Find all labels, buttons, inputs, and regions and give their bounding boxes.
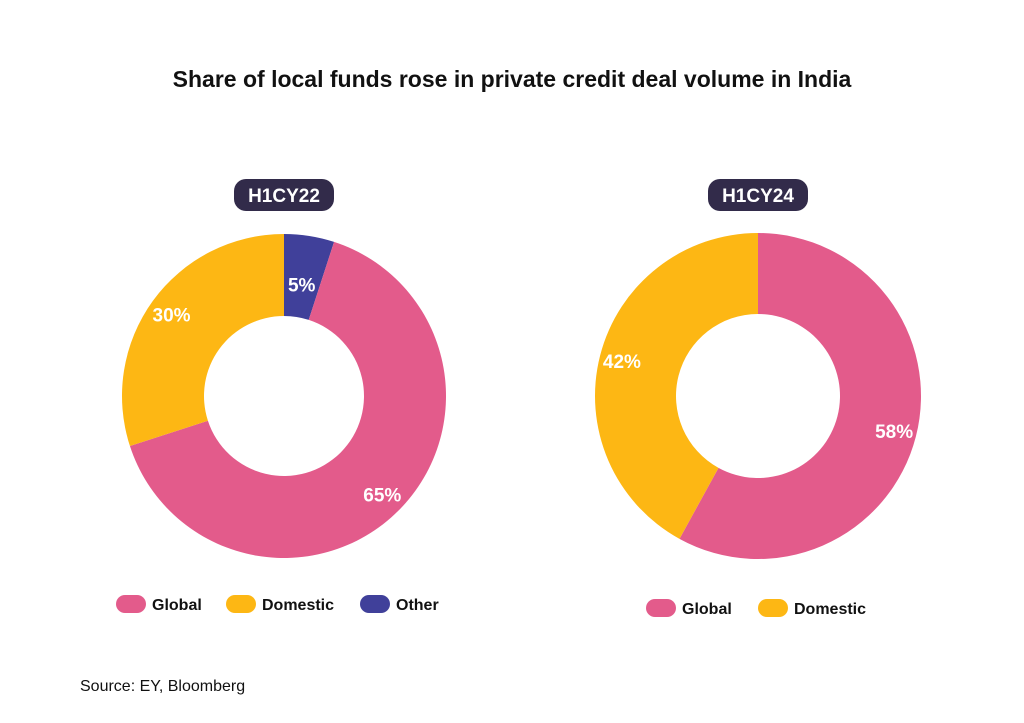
- chart-title: Share of local funds rose in private cre…: [172, 66, 852, 92]
- legend-label: Domestic: [262, 597, 334, 614]
- slice-label-domestic: 42%: [603, 352, 641, 373]
- slice-domestic: [121, 234, 284, 447]
- slice-global: [679, 233, 921, 559]
- legend-item-global: Global: [646, 599, 732, 618]
- period-label: H1CY24: [722, 186, 794, 207]
- legend-label: Domestic: [794, 601, 866, 618]
- period-pill: [708, 179, 808, 211]
- slice-global: [129, 241, 447, 559]
- period-label: H1CY22: [248, 186, 320, 207]
- legend-label: Global: [682, 601, 732, 618]
- slice-label-domestic: 30%: [153, 305, 191, 326]
- slice-other: [284, 234, 335, 320]
- legend-item-global: Global: [116, 595, 202, 614]
- legend-label: Other: [396, 597, 439, 614]
- legend-label: Global: [152, 597, 202, 614]
- slice-label-global: 58%: [875, 422, 913, 443]
- slice-domestic: [594, 233, 758, 539]
- donut-chart-h1cy22: H1CY22 5% 65% 30% Global Domestic Other: [116, 179, 447, 614]
- donut-chart-h1cy24: H1CY24 58% 42% Global Domestic: [594, 179, 921, 618]
- legend-item-domestic: Domestic: [226, 595, 334, 614]
- legend-swatch: [116, 595, 146, 613]
- slice-label-global: 65%: [363, 485, 401, 506]
- legend-swatch: [646, 599, 676, 617]
- legend-swatch: [758, 599, 788, 617]
- source-note: Source: EY, Bloomberg: [80, 678, 246, 695]
- legend-swatch: [226, 595, 256, 613]
- slice-label-other: 5%: [288, 275, 316, 296]
- legend-item-domestic: Domestic: [758, 599, 866, 618]
- legend-swatch: [360, 595, 390, 613]
- legend-item-other: Other: [360, 595, 439, 614]
- period-pill: [234, 179, 334, 211]
